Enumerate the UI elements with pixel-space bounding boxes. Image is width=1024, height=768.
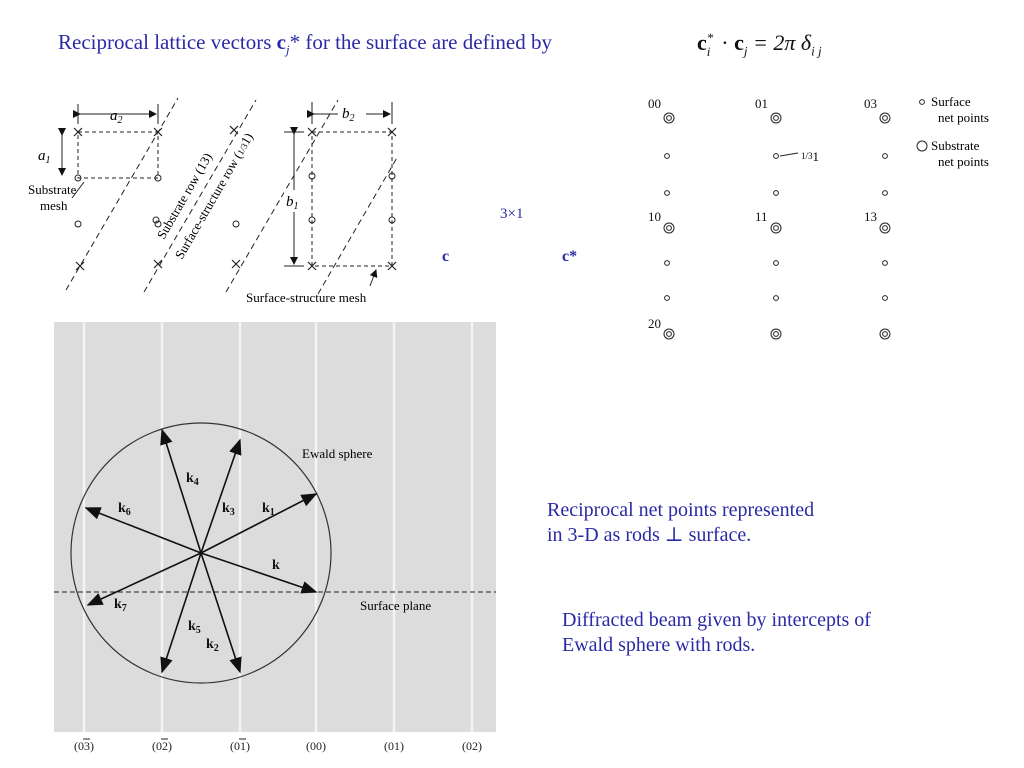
- real-space-lattice-diagram: a2 a1 Substrate mesh Substrate row (13) …: [28, 97, 399, 305]
- vector-k2: [200, 552, 242, 674]
- surface-plane-label: Surface plane: [360, 598, 431, 613]
- real-space-label: c: [442, 248, 450, 265]
- substrate-mesh-points: [74, 174, 240, 228]
- a1-label: a1: [38, 148, 51, 166]
- a2-label: a2: [110, 108, 123, 126]
- definition-equation: c * i · cj = 2π δi j: [697, 30, 822, 59]
- index-01: 01: [755, 96, 768, 111]
- row-crosses: [75, 125, 241, 271]
- ewald-sphere-label: Ewald sphere: [302, 446, 373, 461]
- note-line-4: Ewald sphere with rods.: [562, 634, 756, 656]
- reciprocal-space-label: c*: [562, 248, 578, 265]
- figure-background: [54, 322, 496, 732]
- vector-k1: [200, 493, 318, 554]
- index-13: 13: [864, 209, 877, 224]
- index-03: 03: [864, 96, 877, 111]
- ewald-sphere: [70, 422, 332, 684]
- eq-ij: i j: [811, 43, 822, 59]
- label-k7: k7: [114, 597, 127, 614]
- label-k2: k2: [206, 637, 219, 654]
- title-part2: * for the surface are defined by: [289, 30, 552, 54]
- rod-label-5: (02): [462, 739, 482, 753]
- vector-k3: [200, 438, 242, 554]
- legend-substrate-2: net points: [938, 154, 989, 169]
- legend-surface-1: Surface: [931, 94, 971, 109]
- note-line-3: Diffracted beam given by intercepts of: [562, 609, 871, 631]
- eq-dot: ·: [721, 30, 729, 55]
- index-10: 10: [648, 209, 661, 224]
- vector-k6: [84, 507, 202, 554]
- substrate-mesh-label-1: Substrate: [28, 182, 77, 197]
- eq-star: *: [706, 29, 714, 45]
- label-k: k: [272, 558, 280, 573]
- rod-label-2: (01): [230, 739, 250, 753]
- legend-substrate-symbol: [916, 140, 928, 152]
- superstructure-label: 3×1: [500, 206, 524, 222]
- substrate-mesh-label-2: mesh: [40, 198, 68, 213]
- b2-label: b2: [342, 106, 355, 124]
- index-00: 00: [648, 96, 661, 111]
- reciprocal-rods: [82, 322, 474, 732]
- legend-surface-symbol: [919, 99, 925, 105]
- eq-cj: c: [734, 30, 744, 55]
- substrate-mesh-rect: [77, 131, 159, 179]
- rod-label-0: (03): [74, 739, 94, 753]
- surface-mesh-points: [308, 172, 396, 224]
- label-k6: k6: [118, 501, 131, 518]
- index-20: 20: [648, 316, 661, 331]
- title-part1: Reciprocal lattice vectors: [58, 30, 277, 54]
- note-line-2: in 3-D as rods ⊥ surface.: [547, 524, 752, 546]
- title-j: j: [285, 42, 290, 58]
- label-k1: k1: [262, 501, 275, 518]
- slide-title: Reciprocal lattice vectors cj* for the s…: [58, 30, 552, 58]
- vector-k: [200, 552, 318, 594]
- surface-mesh-label: Surface-structure mesh: [246, 290, 367, 305]
- label-k5: k5: [188, 619, 201, 636]
- note-diffracted-beam: Diffracted beam given by intercepts of E…: [562, 608, 982, 658]
- vector-k7: [86, 552, 202, 606]
- eq-j: j: [743, 43, 748, 59]
- legend-surface-2: net points: [938, 110, 989, 125]
- third-point-label: 1/31: [801, 149, 819, 164]
- vector-k5: [160, 552, 202, 674]
- b1-label: b1: [286, 194, 299, 212]
- legend-substrate-1: Substrate: [931, 138, 980, 153]
- label-k3: k3: [222, 501, 235, 518]
- surface-mesh-crosses: [307, 127, 397, 271]
- ewald-construction-diagram: k k1 k3 k4 k6 k7 k5 k2 Ewald sphere Surf…: [54, 322, 496, 768]
- rod-label-1: (02): [152, 739, 172, 753]
- surface-net-points: [664, 153, 888, 301]
- rod-label-3: (00): [306, 739, 326, 753]
- coincident-net-points: [663, 112, 891, 340]
- reciprocal-net-diagram: 00 01 03 10 11 13 20 1/31 Surface net po…: [648, 94, 989, 340]
- rod-label-4: (01): [384, 739, 404, 753]
- eq-ci: c: [697, 30, 707, 55]
- eq-rhs: = 2π δ: [752, 30, 812, 55]
- label-k4: k4: [186, 471, 199, 488]
- note-reciprocal-rods: Reciprocal net points represented in 3-D…: [547, 498, 907, 548]
- eq-i: i: [706, 43, 711, 59]
- note-line-1: Reciprocal net points represented: [547, 499, 815, 521]
- index-11: 11: [755, 209, 768, 224]
- surface-mesh-rect: [311, 131, 393, 267]
- title-c: c: [276, 30, 286, 54]
- rod-index-labels: (03) (02) (01) (00) (01) (02): [74, 739, 482, 753]
- wave-vectors: [84, 428, 318, 674]
- vector-k4: [160, 428, 202, 554]
